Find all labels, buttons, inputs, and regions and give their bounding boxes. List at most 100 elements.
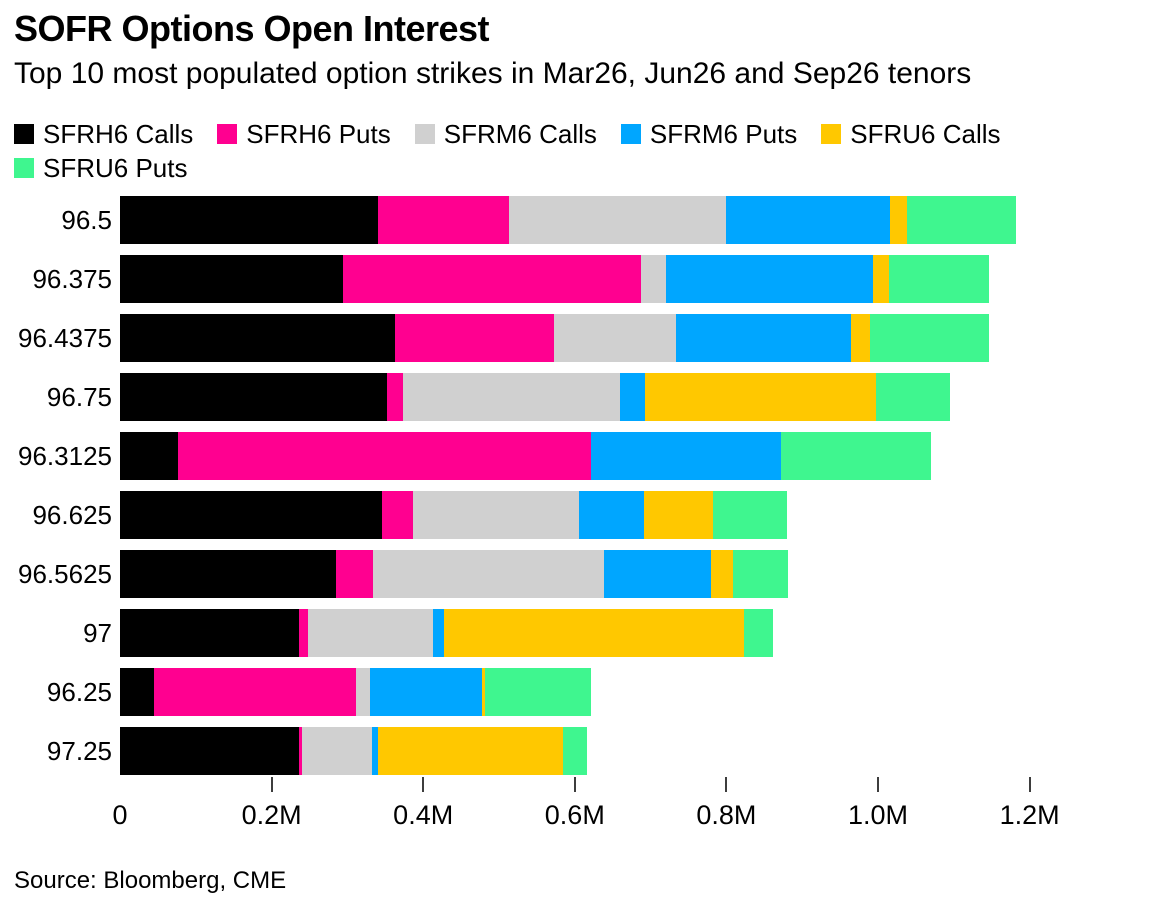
- legend-item: SFRM6 Puts: [620, 118, 798, 150]
- axis-tick: [422, 777, 425, 792]
- legend-label: SFRU6 Puts: [43, 152, 188, 183]
- axis-tick: [573, 777, 576, 792]
- bar-segment: [603, 550, 712, 598]
- legend-label: SFRM6 Puts: [649, 118, 798, 149]
- legend-swatch-icon: [414, 124, 435, 144]
- legend-item: SFRH6 Calls: [14, 119, 193, 150]
- bar-row: [120, 432, 932, 480]
- bar-segment: [712, 491, 787, 539]
- bar-segment: [726, 196, 891, 244]
- bar-segment: [563, 727, 587, 775]
- legend: SFRH6 Calls SFRH6 Puts SFRM6 Calls SFRM6 Pu…: [14, 117, 1001, 185]
- legend-label: SFRU6 Calls: [850, 118, 1001, 149]
- bar-row: [120, 373, 950, 421]
- bar-segment: [620, 373, 646, 421]
- bar-segment: [336, 550, 374, 598]
- bar-segment: [120, 491, 382, 539]
- bar-segment: [711, 550, 734, 598]
- legend-label: SFRH6 Puts: [246, 118, 391, 149]
- bar-segment: [373, 550, 604, 598]
- bar-segment: [120, 314, 396, 362]
- bar-row: [120, 314, 990, 362]
- bar-segment: [301, 727, 373, 775]
- axis-tick: [725, 777, 728, 792]
- bar-row: [120, 609, 773, 657]
- bar-segment: [298, 609, 308, 657]
- bar-segment: [889, 255, 990, 303]
- axis-tick: [877, 777, 879, 792]
- bar-row: [120, 727, 587, 775]
- bar-segment: [676, 314, 852, 362]
- bar-row: [120, 255, 990, 303]
- axis-tick-label: 0.4M: [393, 800, 454, 830]
- bar-segment: [578, 491, 644, 539]
- strike-label: 96.625: [32, 499, 112, 530]
- bar-row: [120, 196, 1016, 244]
- bar-segment: [120, 255, 343, 303]
- strike-label: 97.25: [46, 735, 112, 766]
- strike-label: 96.5625: [18, 558, 112, 589]
- bar-segment: [413, 491, 579, 539]
- axis-tick-label: 0: [112, 800, 128, 830]
- bar-segment: [120, 727, 299, 775]
- strike-label: 97: [83, 617, 112, 648]
- legend-swatch-icon: [217, 124, 238, 144]
- strike-label: 96.25: [46, 676, 112, 707]
- legend-line: SFRH6 Calls SFRH6 Puts SFRM6 Calls SFRM6 Pu…: [14, 117, 1001, 151]
- chart-title: SOFR Options Open Interest: [14, 8, 490, 49]
- strike-label: 96.4375: [18, 322, 112, 353]
- plot-area: 96.5 96.375 96.4375 96.75 96.3125 96.625 96.56…: [0, 196, 1149, 846]
- bar-segment: [386, 373, 403, 421]
- legend-label: SFRM6 Calls: [443, 118, 597, 149]
- axis-tick: [270, 777, 273, 792]
- axis-tick-label: 0.6M: [544, 800, 605, 830]
- bar-segment: [643, 491, 713, 539]
- bar-segment: [120, 196, 378, 244]
- bar-segment: [591, 432, 781, 480]
- bar-segment: [640, 255, 666, 303]
- bar-segment: [433, 609, 445, 657]
- bar-segment: [870, 314, 990, 362]
- bar-segment: [120, 609, 299, 657]
- bar-segment: [120, 668, 155, 716]
- axis-tick-label: 1.0M: [847, 800, 909, 830]
- bar-segment: [733, 550, 788, 598]
- axis-tick-label: 0.2M: [241, 800, 302, 830]
- bar-segment: [298, 727, 302, 775]
- strike-label: 96.75: [46, 381, 112, 412]
- axis-tick-label: 0.8M: [696, 800, 757, 830]
- bar-segment: [395, 314, 555, 362]
- legend-swatch-icon: [620, 124, 641, 144]
- legend-swatch-icon: [821, 124, 842, 144]
- legend-label: SFRH6 Calls: [43, 118, 194, 149]
- bar-segment: [120, 550, 337, 598]
- axis-tick-label: 1.2M: [999, 800, 1060, 830]
- bar-segment: [307, 609, 434, 657]
- bar-segment: [906, 196, 1016, 244]
- bar-segment: [484, 668, 592, 716]
- bar-segment: [873, 255, 890, 303]
- bar-row: [120, 668, 592, 716]
- bar-segment: [508, 196, 727, 244]
- bar-segment: [645, 373, 877, 421]
- strike-label: 96.375: [32, 263, 112, 294]
- bar-segment: [381, 491, 414, 539]
- legend-item: SFRU6 Puts: [14, 153, 188, 184]
- bar-segment: [377, 196, 509, 244]
- legend-item: SFRM6 Calls: [414, 118, 597, 150]
- bar-row: [120, 491, 787, 539]
- strike-label: 96.3125: [18, 440, 112, 471]
- bar-segment: [372, 727, 379, 775]
- legend-line: SFRU6 Puts: [14, 151, 1001, 185]
- source-note: Source: Bloomberg, CME: [14, 867, 287, 894]
- legend-swatch-icon: [14, 124, 34, 144]
- legend-swatch-icon: [14, 158, 34, 178]
- bar-row: [120, 550, 788, 598]
- bar-segment: [482, 668, 485, 716]
- bar-segment: [178, 432, 592, 480]
- bar-segment: [370, 668, 483, 716]
- bar-segment: [356, 668, 371, 716]
- chart-subtitle: Top 10 most populated option strikes in …: [14, 57, 972, 90]
- strike-label: 96.5: [61, 204, 112, 235]
